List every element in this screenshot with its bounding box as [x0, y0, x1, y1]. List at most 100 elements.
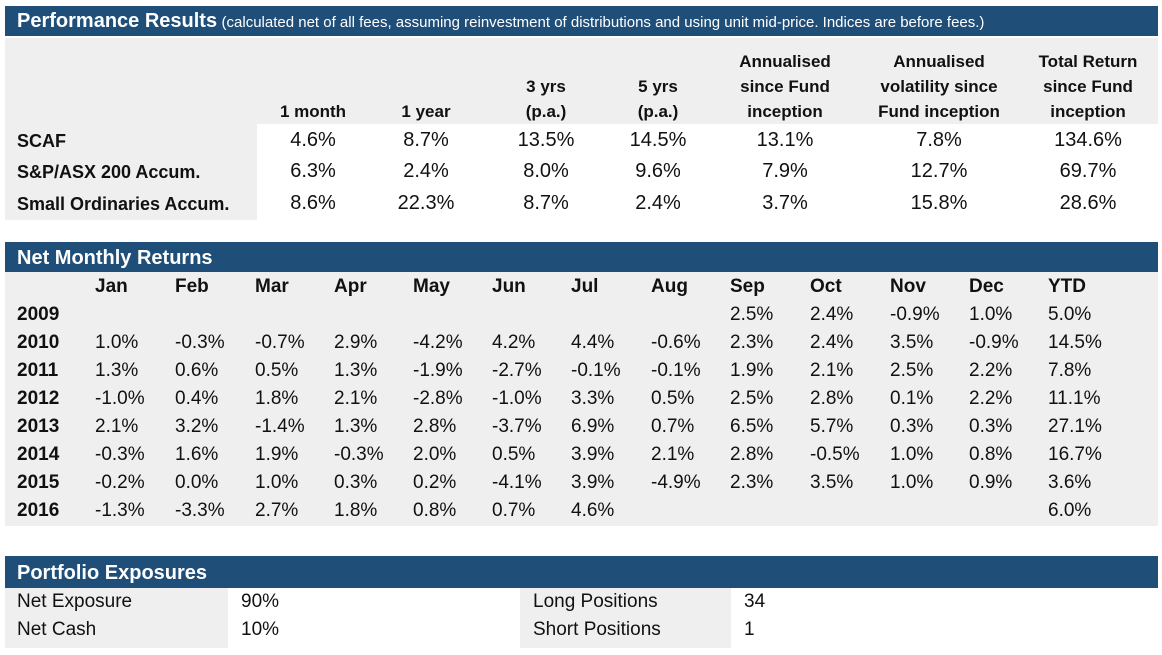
monthly-return-value: 1.8%: [255, 388, 299, 409]
monthly-return-value: 2.2%: [969, 360, 1013, 381]
monthly-return-value: 0.5%: [651, 388, 695, 409]
monthly-return-value: 0.7%: [651, 416, 695, 437]
monthly-return-value: 0.5%: [492, 444, 536, 465]
monthly-return-value: -3.7%: [492, 416, 542, 437]
monthly-return-value: 0.5%: [255, 360, 299, 381]
performance-column-header: 3 yrs (p.a.): [471, 74, 621, 124]
performance-header: Performance Results (calculated net of a…: [5, 6, 1158, 36]
monthly-return-value: 2.1%: [651, 444, 695, 465]
monthly-return-value: -1.0%: [95, 388, 145, 409]
monthly-return-value: 2.5%: [730, 304, 774, 325]
monthly-return-value: 0.1%: [890, 388, 934, 409]
monthly-return-value: 2.1%: [95, 416, 139, 437]
performance-value: 13.1%: [756, 129, 814, 151]
monthly-return-value: -0.1%: [571, 360, 621, 381]
month-column-header: Nov: [890, 276, 926, 297]
performance-value: 2.4%: [403, 160, 449, 182]
performance-column-header-line: volatility since: [880, 77, 998, 96]
monthly-return-value: 1.9%: [255, 444, 299, 465]
monthly-return-value: 4.2%: [492, 332, 536, 353]
performance-value: 9.6%: [635, 160, 681, 182]
monthly-return-value: 3.5%: [810, 472, 854, 493]
performance-value: 12.7%: [910, 160, 968, 182]
performance-value: 134.6%: [1054, 129, 1122, 151]
performance-row-label: SCAF: [17, 131, 66, 151]
monthly-return-value: -4.1%: [492, 472, 542, 493]
monthly-return-value: -1.3%: [95, 500, 145, 521]
performance-value: 13.5%: [517, 129, 575, 151]
monthly-table-bg: [5, 272, 1158, 526]
month-column-header: Mar: [255, 276, 289, 297]
monthly-return-value: 3.3%: [571, 388, 615, 409]
monthly-return-value: 2.1%: [334, 388, 378, 409]
monthly-return-value: -0.2%: [95, 472, 145, 493]
monthly-return-value: -0.9%: [890, 304, 940, 325]
month-column-header: Jun: [492, 276, 526, 297]
performance-value: 8.7%: [403, 129, 449, 151]
performance-value: 28.6%: [1059, 192, 1117, 214]
year-label: 2015: [17, 472, 60, 493]
exposures-left-label-bg: [5, 588, 228, 648]
monthly-return-value: 0.9%: [969, 472, 1013, 493]
year-label: 2009: [17, 304, 60, 325]
performance-column-header-line: (p.a.): [637, 102, 679, 121]
monthly-return-value: 14.5%: [1048, 332, 1102, 353]
monthly-return-value: 1.0%: [890, 472, 934, 493]
monthly-title: Net Monthly Returns: [17, 247, 213, 269]
monthly-return-value: 2.4%: [810, 332, 854, 353]
exposures-header: Portfolio Exposures: [5, 556, 1158, 588]
performance-title: Performance Results: [17, 10, 218, 32]
monthly-return-value: 2.7%: [255, 500, 299, 521]
month-column-header: Feb: [175, 276, 209, 297]
monthly-return-value: 2.8%: [413, 416, 457, 437]
performance-column-header-line: Annualised: [893, 52, 985, 71]
monthly-return-value: 0.7%: [492, 500, 536, 521]
monthly-return-value: 11.1%: [1048, 388, 1101, 409]
performance-value: 2.4%: [635, 192, 681, 214]
exposure-value-net-cash: 10%: [241, 619, 280, 640]
monthly-return-value: -0.5%: [810, 444, 860, 465]
performance-column-header: 1 year: [351, 99, 501, 124]
monthly-return-value: 16.7%: [1048, 444, 1102, 465]
monthly-return-value: 1.6%: [175, 444, 219, 465]
monthly-return-value: 3.9%: [571, 444, 615, 465]
monthly-return-value: 2.1%: [810, 360, 854, 381]
year-label: 2011: [17, 360, 59, 381]
monthly-return-value: -2.8%: [413, 388, 463, 409]
performance-value: 7.8%: [916, 129, 962, 151]
monthly-return-value: 1.8%: [334, 500, 378, 521]
year-label: 2012: [17, 388, 60, 409]
monthly-return-value: 3.9%: [571, 472, 615, 493]
month-column-header: Oct: [810, 276, 842, 297]
monthly-return-value: 7.8%: [1048, 360, 1092, 381]
performance-value: 6.3%: [290, 160, 336, 182]
performance-value: 15.8%: [910, 192, 968, 214]
monthly-return-value: -3.3%: [175, 500, 225, 521]
monthly-return-value: 0.8%: [969, 444, 1013, 465]
monthly-return-value: -2.7%: [492, 360, 542, 381]
month-column-header: Apr: [334, 276, 367, 297]
monthly-return-value: 1.0%: [890, 444, 934, 465]
performance-column-header: Annualised volatility since Fund inception: [864, 49, 1014, 124]
monthly-return-value: -0.1%: [651, 360, 701, 381]
monthly-return-value: 3.5%: [890, 332, 934, 353]
monthly-return-value: 2.8%: [810, 388, 854, 409]
exposures-title: Portfolio Exposures: [17, 562, 208, 584]
performance-value: 7.9%: [762, 160, 808, 182]
performance-column-header: 5 yrs (p.a.): [583, 74, 733, 124]
monthly-return-value: 4.4%: [571, 332, 615, 353]
performance-column-header-line: Total Return: [1038, 52, 1138, 71]
performance-column-header-line: 3 yrs: [526, 77, 566, 96]
monthly-return-value: -1.4%: [255, 416, 305, 437]
monthly-return-value: 2.4%: [810, 304, 854, 325]
monthly-return-value: -4.2%: [413, 332, 463, 353]
monthly-return-value: 0.3%: [969, 416, 1013, 437]
month-column-header: Aug: [651, 276, 688, 297]
performance-value: 8.7%: [523, 192, 569, 214]
performance-subtitle: (calculated net of all fees, assuming re…: [221, 14, 985, 31]
exposure-label-net-exposure: Net Exposure: [17, 591, 133, 612]
monthly-return-value: 0.8%: [413, 500, 457, 521]
month-column-header: YTD: [1048, 276, 1086, 297]
performance-column-header-line: 1 year: [401, 102, 451, 121]
monthly-return-value: 0.3%: [334, 472, 378, 493]
